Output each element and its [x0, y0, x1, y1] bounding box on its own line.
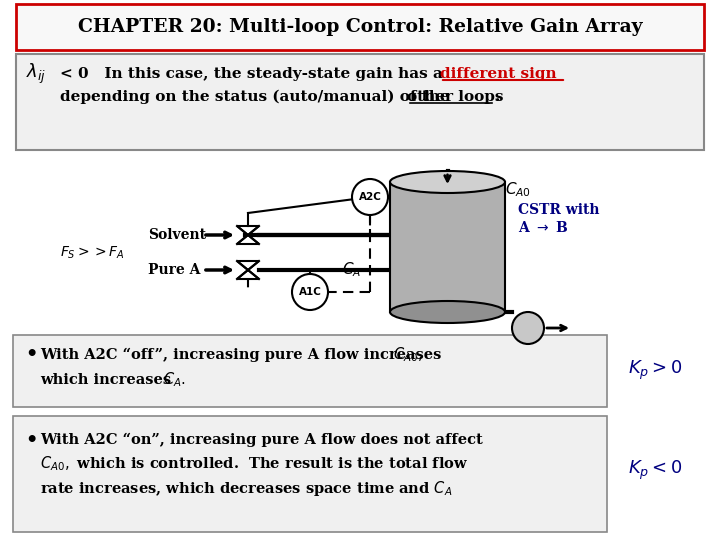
Text: With A2C “off”, increasing pure A flow increases: With A2C “off”, increasing pure A flow i… [40, 348, 446, 362]
Text: $\lambda_{ij}$: $\lambda_{ij}$ [26, 62, 47, 86]
FancyBboxPatch shape [13, 335, 607, 407]
Text: $C_{A0}$: $C_{A0}$ [505, 181, 531, 199]
Circle shape [292, 274, 328, 310]
Ellipse shape [390, 171, 505, 193]
Text: A1C: A1C [299, 287, 321, 297]
Text: $C_{A0},$: $C_{A0},$ [393, 346, 423, 365]
Text: A2C: A2C [359, 192, 382, 202]
FancyBboxPatch shape [16, 54, 704, 150]
Text: Pure A: Pure A [148, 263, 200, 277]
Circle shape [352, 179, 388, 215]
Text: •: • [25, 430, 37, 449]
Text: •: • [25, 346, 37, 365]
Text: other loops: other loops [407, 90, 503, 104]
Polygon shape [237, 226, 259, 244]
Text: different sign: different sign [440, 67, 557, 81]
Text: $C_A.$: $C_A.$ [163, 370, 186, 389]
Text: rate increases, which decreases space time and $C_A$: rate increases, which decreases space ti… [40, 478, 452, 497]
Text: $K_p > 0$: $K_p > 0$ [628, 359, 683, 382]
Text: which increases: which increases [40, 373, 176, 387]
Polygon shape [390, 182, 505, 312]
Text: With A2C “on”, increasing pure A flow does not affect: With A2C “on”, increasing pure A flow do… [40, 433, 482, 447]
Circle shape [512, 312, 544, 344]
Text: Solvent: Solvent [148, 228, 206, 242]
Polygon shape [237, 261, 259, 279]
Text: $C_{A0},$ which is controlled.  The result is the total flow: $C_{A0},$ which is controlled. The resul… [40, 455, 468, 474]
Text: $F_S >> F_A$: $F_S >> F_A$ [60, 245, 125, 261]
Text: $K_p < 0$: $K_p < 0$ [628, 458, 683, 482]
FancyBboxPatch shape [16, 4, 704, 50]
Ellipse shape [390, 301, 505, 323]
Text: depending on the status (auto/manual) of the: depending on the status (auto/manual) of… [60, 90, 455, 104]
Text: A $\rightarrow$ B: A $\rightarrow$ B [518, 220, 569, 235]
Text: $C_A$: $C_A$ [342, 261, 361, 279]
FancyBboxPatch shape [13, 416, 607, 532]
Text: < 0   In this case, the steady-state gain has a: < 0 In this case, the steady-state gain … [60, 67, 448, 81]
Text: .: . [495, 90, 500, 104]
Text: CHAPTER 20: Multi-loop Control: Relative Gain Array: CHAPTER 20: Multi-loop Control: Relative… [78, 18, 642, 36]
Text: CSTR with: CSTR with [518, 203, 600, 217]
